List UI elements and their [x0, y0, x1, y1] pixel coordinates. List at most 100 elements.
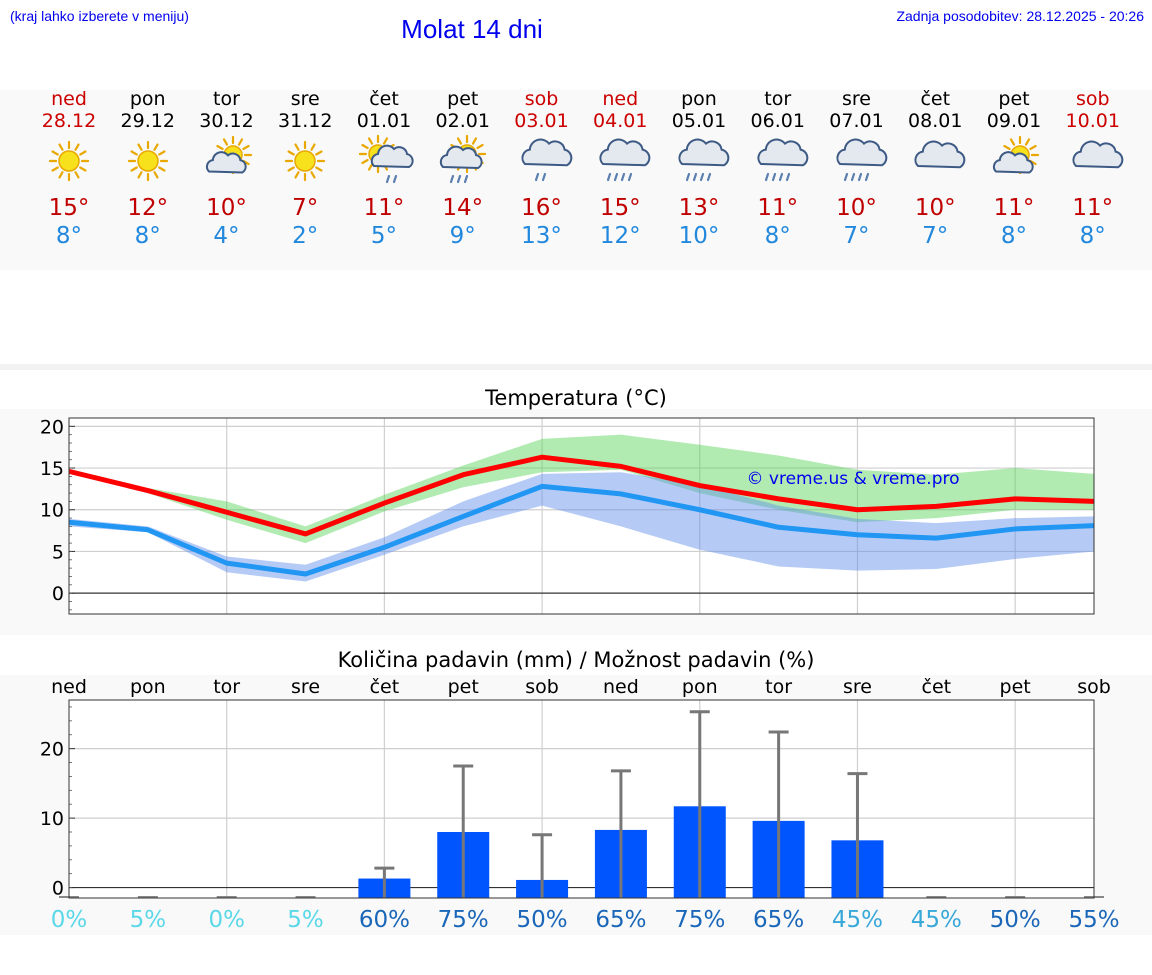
sun-ray — [130, 166, 138, 172]
min-temperature-point — [699, 509, 701, 511]
sun-ray — [51, 150, 59, 156]
sun-ray — [74, 143, 80, 151]
sun-icon — [265, 132, 345, 190]
precipitation-probability: 50% — [517, 907, 568, 933]
day-label: pet — [448, 676, 479, 698]
rain-drop — [685, 172, 691, 182]
rain-drop — [628, 172, 633, 182]
sun-ray — [79, 166, 87, 172]
day-name: pon — [681, 88, 717, 110]
rain-drop — [778, 172, 783, 182]
rain-drop — [706, 172, 712, 182]
y-tick-label: 20 — [40, 416, 64, 438]
cloud-icon — [895, 132, 975, 190]
plot-area — [69, 700, 1094, 898]
rain-drop — [607, 172, 612, 182]
rain-drop — [864, 172, 869, 182]
sun-ray — [294, 143, 300, 151]
cloud-shape — [757, 138, 809, 167]
min-temperature: 7° — [922, 223, 949, 249]
sun-ray — [74, 171, 80, 179]
rain-drop — [392, 174, 398, 184]
max-temperature-point — [226, 511, 228, 513]
max-temperature-point — [147, 490, 149, 492]
min-temperature-point — [383, 546, 385, 548]
day-name: tor — [764, 88, 792, 110]
rain-drop — [785, 172, 790, 182]
day-column: pet 09.01 11° 8° — [974, 88, 1054, 250]
max-temperature-point — [778, 498, 780, 500]
y-tick-label: 20 — [40, 739, 64, 761]
day-label: sre — [843, 676, 872, 698]
precipitation-probability: 0% — [208, 907, 245, 933]
max-temperature-point — [699, 485, 701, 487]
day-column: pon 29.12 12° 8° — [108, 88, 188, 250]
sun-ray — [294, 171, 300, 179]
day-name: ned — [602, 88, 639, 110]
cloud-rain-icon — [502, 132, 582, 190]
last-updated: Zadnja posodobitev: 28.12.2025 - 20:26 — [896, 8, 1144, 24]
location-hint-link[interactable]: (kraj lahko izberete v meniju) — [10, 8, 189, 24]
precipitation-probability: 0% — [51, 907, 88, 933]
day-column: sre 31.12 7° 2° — [265, 88, 345, 250]
day-name: čet — [920, 88, 951, 110]
page-title: Molat 14 dni — [401, 14, 543, 44]
sun-ray — [361, 143, 369, 150]
rain-drop — [764, 172, 769, 182]
precipitation-probability: 75% — [674, 907, 725, 933]
cloud-heavy-rain-icon — [659, 132, 739, 190]
cloud-shape — [520, 138, 572, 167]
max-temperature-range-band — [69, 434, 1094, 544]
max-temperature: 10° — [836, 195, 877, 221]
sun-ray — [310, 143, 316, 151]
min-temperature-point — [305, 573, 307, 575]
sun-ray — [241, 144, 250, 151]
rain-drop — [449, 174, 454, 184]
day-name: sre — [290, 88, 320, 110]
cloud-shape — [914, 140, 966, 169]
sun-ray — [1009, 138, 1016, 146]
sun-ray — [367, 137, 374, 145]
forecast-strip — [0, 90, 1152, 270]
min-temperature-point — [462, 515, 464, 517]
day-column: čet 08.01 10° 7° — [895, 88, 975, 250]
sun-disc — [58, 150, 80, 172]
cloud-heavy-rain-icon-graphic — [835, 138, 887, 182]
sun-ray — [137, 171, 143, 179]
cloud-shape — [370, 144, 414, 169]
min-temperature-point — [226, 562, 228, 564]
precipitation-chart-title: Količina padavin (mm) / Možnost padavin … — [337, 648, 815, 672]
day-date: 06.01 — [750, 110, 805, 132]
max-temperature-point — [305, 533, 307, 535]
day-column: tor 30.12 10° 4° — [187, 88, 267, 250]
sun-cloud-icon — [974, 132, 1054, 190]
max-temperature-point — [856, 509, 858, 511]
sun-ray — [287, 150, 296, 156]
sun-cloud-heavy-rain-icon-graphic — [439, 134, 486, 184]
max-temperature-point — [620, 465, 622, 467]
cloud-shape — [1072, 140, 1124, 169]
sun-cloud-icon-graphic — [993, 135, 1040, 175]
sun-ray — [456, 137, 462, 145]
sun-ray — [58, 143, 64, 151]
min-temperature: 9° — [449, 223, 476, 249]
cloud-shape — [993, 151, 1034, 174]
sun-ray — [58, 171, 64, 179]
sun-icon — [29, 132, 109, 190]
sun-ray — [215, 144, 224, 151]
sun-ray — [382, 137, 389, 145]
sun-ray — [79, 150, 87, 156]
day-column: pon 05.01 13° 10° — [659, 88, 739, 250]
sun-ray — [137, 143, 143, 151]
cloud-icon-graphic — [914, 140, 966, 169]
max-temperature: 7° — [292, 195, 319, 221]
day-column: sob 03.01 16° 13° — [502, 88, 582, 250]
precipitation-probability: 55% — [1068, 907, 1119, 933]
min-temperature: 13° — [521, 223, 562, 249]
cloud-icon-graphic — [1072, 140, 1124, 169]
section-divider — [0, 364, 1152, 370]
day-label: pet — [1000, 676, 1031, 698]
day-date: 05.01 — [671, 110, 727, 132]
sun-ray — [153, 143, 159, 151]
min-temperature-point — [778, 526, 780, 528]
